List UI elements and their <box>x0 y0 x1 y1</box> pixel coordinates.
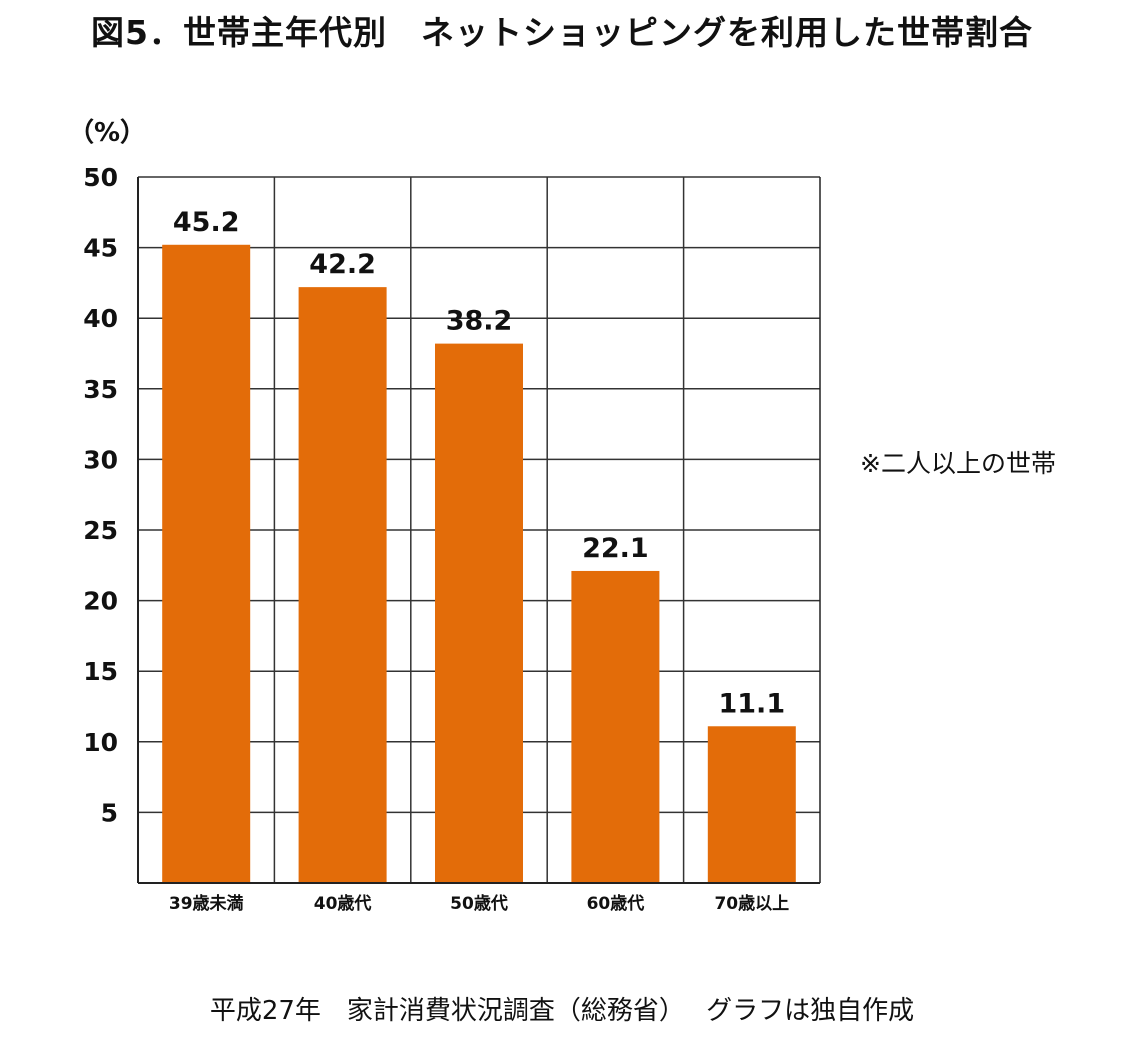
y-tick-label: 15 <box>83 657 118 686</box>
x-category-label: 60歳代 <box>587 893 645 914</box>
data-label: 11.1 <box>718 688 785 719</box>
bar-4 <box>571 570 660 883</box>
x-axis-labels: 39歳未満 40歳代 50歳代 60歳代 70歳以上 <box>169 893 789 914</box>
bar-5 <box>707 726 796 883</box>
y-axis-unit-label: （%） <box>68 118 147 148</box>
footnote: ※二人以上の世帯 <box>860 449 1056 478</box>
x-category-label: 50歳代 <box>450 893 508 914</box>
data-label: 38.2 <box>446 306 513 337</box>
bars <box>162 244 796 884</box>
y-tick-label: 45 <box>83 234 118 263</box>
bar-1 <box>162 244 251 883</box>
chart-title: 図5．世帯主年代別 ネットショッピングを利用した世帯割合 <box>91 13 1033 52</box>
x-category-label: 40歳代 <box>314 893 372 914</box>
data-label: 22.1 <box>582 533 649 564</box>
y-tick-label: 40 <box>83 304 118 333</box>
bar-3 <box>435 343 523 884</box>
y-tick-label: 50 <box>83 163 118 192</box>
y-tick-label: 20 <box>83 587 118 616</box>
plot-frame <box>137 177 821 884</box>
x-category-label: 70歳以上 <box>714 893 789 914</box>
data-label: 45.2 <box>173 207 240 238</box>
y-axis-ticks: 5 10 15 20 25 30 35 40 45 50 <box>83 163 118 827</box>
y-tick-label: 25 <box>83 516 118 545</box>
bar-2 <box>298 287 387 883</box>
data-labels: 45.2 42.2 38.2 22.1 11.1 <box>173 207 785 719</box>
data-label: 42.2 <box>309 249 376 280</box>
x-category-label: 39歳未満 <box>169 893 244 914</box>
y-tick-label: 10 <box>83 728 118 757</box>
y-tick-label: 5 <box>101 798 118 827</box>
y-tick-label: 30 <box>83 445 118 474</box>
y-tick-label: 35 <box>83 375 118 404</box>
source-caption: 平成27年 家計消費状況調査（総務省） グラフは独自作成 <box>209 996 915 1026</box>
